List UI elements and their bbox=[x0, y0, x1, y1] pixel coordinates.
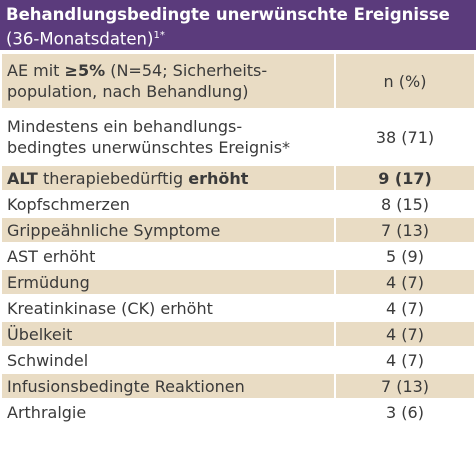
table-body: AE mit ≥5% (N=54; Sicherheits- populatio… bbox=[0, 52, 476, 426]
title-sup: 1* bbox=[153, 30, 165, 41]
row-label: Kopfschmerzen bbox=[0, 190, 336, 218]
row-value: 4 (7) bbox=[334, 294, 476, 322]
row: Kopfschmerzen 8 (15) bbox=[0, 190, 476, 218]
title: Behandlungsbedingte unerwünschte Ereigni… bbox=[0, 0, 476, 50]
row: Arthralgie 3 (6) bbox=[0, 398, 476, 426]
row-label: Mindestens ein behandlungs- bedingtes un… bbox=[0, 108, 336, 166]
row-value: 4 (7) bbox=[334, 268, 476, 296]
row-value: 7 (13) bbox=[334, 372, 476, 400]
row-value: 4 (7) bbox=[334, 320, 476, 348]
row-label: Kreatinkinase (CK) erhöht bbox=[0, 294, 336, 322]
header-bold: ≥5% bbox=[64, 61, 106, 80]
row: ALT therapiebedürftig erhöht 9 (17) bbox=[0, 164, 476, 192]
header-label: AE mit ≥5% (N=54; Sicherheits- populatio… bbox=[0, 52, 336, 110]
header-value: n (%) bbox=[334, 52, 476, 110]
row: Mindestens ein behandlungs- bedingtes un… bbox=[0, 108, 476, 166]
row-value: 8 (15) bbox=[334, 190, 476, 218]
row: Kreatinkinase (CK) erhöht 4 (7) bbox=[0, 294, 476, 322]
table: AE mit ≥5% (N=54; Sicherheits- populatio… bbox=[0, 52, 476, 426]
row-label: Arthralgie bbox=[0, 398, 336, 426]
row-value: 7 (13) bbox=[334, 216, 476, 244]
label-part: erhöht bbox=[188, 168, 249, 188]
row-label: AST erhöht bbox=[0, 242, 336, 270]
row: Übelkeit 4 (7) bbox=[0, 320, 476, 348]
row: AST erhöht 5 (9) bbox=[0, 242, 476, 270]
row-value: 3 (6) bbox=[334, 398, 476, 426]
title-normal: (36-Monatsdaten) bbox=[6, 29, 154, 49]
row: Schwindel 4 (7) bbox=[0, 346, 476, 374]
row-value: 38 (71) bbox=[334, 108, 476, 166]
row-label: Ermüdung bbox=[0, 268, 336, 296]
row-label: Grippeähnliche Symptome bbox=[0, 216, 336, 244]
row: Infusionsbedingte Reaktionen 7 (13) bbox=[0, 372, 476, 400]
row-label: ALT therapiebedürftig erhöht bbox=[0, 164, 336, 192]
column-header: AE mit ≥5% (N=54; Sicherheits- populatio… bbox=[0, 52, 476, 110]
row-value: 5 (9) bbox=[334, 242, 476, 270]
header-suffix: (N=54; Sicherheits- population, nach Beh… bbox=[7, 61, 268, 101]
row-label: Schwindel bbox=[0, 346, 336, 374]
title-bold: Behandlungsbedingte unerwünschte Ereigni… bbox=[6, 5, 450, 24]
row-label: Übelkeit bbox=[0, 320, 336, 348]
row-value: 9 (17) bbox=[334, 164, 476, 192]
label-part: therapiebedürftig bbox=[42, 168, 184, 188]
row-label: Infusionsbedingte Reaktionen bbox=[0, 372, 336, 400]
row: Ermüdung 4 (7) bbox=[0, 268, 476, 296]
header-prefix: AE mit bbox=[7, 61, 60, 80]
label-part: ALT bbox=[7, 168, 38, 188]
row: Grippeähnliche Symptome 7 (13) bbox=[0, 216, 476, 244]
row-value: 4 (7) bbox=[334, 346, 476, 374]
